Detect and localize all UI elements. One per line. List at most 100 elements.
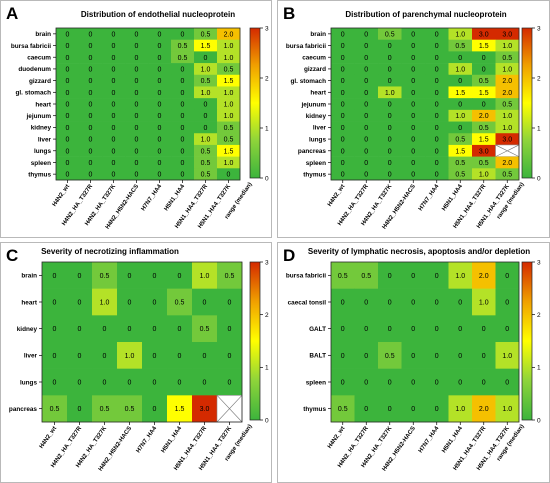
cell-value-label: 1.0 [479,300,489,307]
cell-value-label: 0 [112,125,116,132]
heatmap-cell [425,39,449,52]
cell-value-label: 2.0 [479,273,489,280]
cell-value-label: 0 [364,380,368,387]
cell-value-label: 0 [411,148,415,155]
cell-value-label: 0 [128,300,132,307]
heatmap-cell [354,109,379,122]
cell-value-label: 0 [411,113,415,120]
cell-value-label: 0.5 [479,160,489,167]
cell-value-label: 1.0 [385,90,395,97]
heatmap-cell [378,342,402,369]
heatmap-cell [401,121,426,134]
heatmap-cell [495,315,520,343]
heatmap-cell [354,262,379,289]
colorbar-tick-label: 1 [537,125,541,132]
cell-value-label: 0 [341,380,345,387]
cell-value-label: 0 [66,102,70,109]
heatmap-cell [56,63,80,76]
heatmap-cell [56,86,80,99]
heatmap-cell [354,288,379,316]
colorbar-tick-label: 2 [265,312,269,319]
cell-value-label: 0 [53,300,57,307]
cell-value-label: 0 [158,160,162,167]
cell-value-label: 0 [112,43,116,50]
cell-value-label: 0 [89,90,93,97]
cell-value-label: 1.0 [455,406,465,413]
heatmap-cell [495,28,520,40]
cell-value-label: 0 [89,102,93,109]
cell-value-label: 1.5 [201,43,211,50]
heatmap-cell [331,39,355,52]
heatmap-cell [117,395,143,423]
cell-value-label: 1.0 [125,353,135,360]
heatmap-cell [102,156,126,169]
heatmap-cell [448,262,473,289]
heatmap-cell [194,144,218,157]
colorbar-tick-label: 3 [265,25,269,32]
cell-value-label: 0.5 [361,273,371,280]
cell-value-label: 0 [112,137,116,144]
heatmap-cell [425,368,449,396]
heatmap-cell [125,156,149,169]
cell-value-label: 3.0 [502,31,512,38]
cell-value-label: 0 [505,326,509,333]
heatmap-cell [142,288,168,316]
cell-value-label: 0 [341,125,345,132]
cell-value-label: 0 [89,43,93,50]
row-label: jejunum [26,113,52,120]
heatmap-cell [472,262,496,289]
heatmap-cell [217,156,241,169]
cell-value-label: 0 [112,172,116,179]
cell-value-label: 1.0 [224,55,234,62]
panel-title: Severity of lymphatic necrosis, apoptosi… [308,247,530,256]
cell-value-label: 0 [53,380,57,387]
row-label: thymus [303,171,326,178]
cell-value-label: 0 [112,102,116,109]
heatmap-cell [401,86,426,99]
colorbar-tick-label: 3 [537,259,541,266]
cell-value-label: 0 [66,31,70,38]
cell-value-label: 0 [66,113,70,120]
cell-value-label: 0 [135,55,139,62]
heatmap-cell [56,74,80,87]
cell-value-label: 0.5 [385,353,395,360]
cell-value-label: 0 [78,380,82,387]
row-label: jejunum [301,101,327,108]
heatmap-cell [192,262,218,289]
heatmap-cell [42,368,68,396]
heatmap-cell [354,395,379,423]
heatmap-cell [425,156,449,169]
heatmap-cell [378,315,402,343]
panel-title: Distribution of parenchymal nucleoprotei… [345,10,506,19]
cell-value-label: 0 [112,78,116,85]
heatmap-cell [167,342,193,369]
colorbar [521,27,533,179]
heatmap-cell [448,63,473,76]
heatmap-cell [331,156,355,169]
heatmap-cell [79,133,103,146]
cell-value-label: 0 [411,353,415,360]
cell-value-label: 0.5 [224,137,234,144]
colorbar-tick-label: 3 [537,25,541,32]
cell-value-label: 0.5 [455,43,465,50]
cell-value-label: 0 [89,172,93,179]
cell-value-label: 0 [158,90,162,97]
cell-value-label: 0 [203,300,207,307]
heatmap-cell [167,315,193,343]
cell-value-label: 1.5 [175,406,185,413]
heatmap-cell [92,315,118,343]
cell-value-label: 0 [128,273,132,280]
cell-value-label: 0 [89,148,93,155]
heatmap-cell [472,288,496,316]
cell-value-label: 1.5 [224,78,234,85]
heatmap-cell [472,98,496,111]
cell-value-label: 0.5 [125,406,135,413]
row-label: gl. stomach [290,78,326,85]
heatmap-cell [378,133,402,146]
cell-value-label: 0.5 [175,300,185,307]
empty-cell-cross [216,395,243,423]
heatmap-cell [472,168,496,181]
row-label: kidney [31,125,52,132]
heatmap-cell [401,98,426,111]
row-label: GALT [309,326,326,333]
